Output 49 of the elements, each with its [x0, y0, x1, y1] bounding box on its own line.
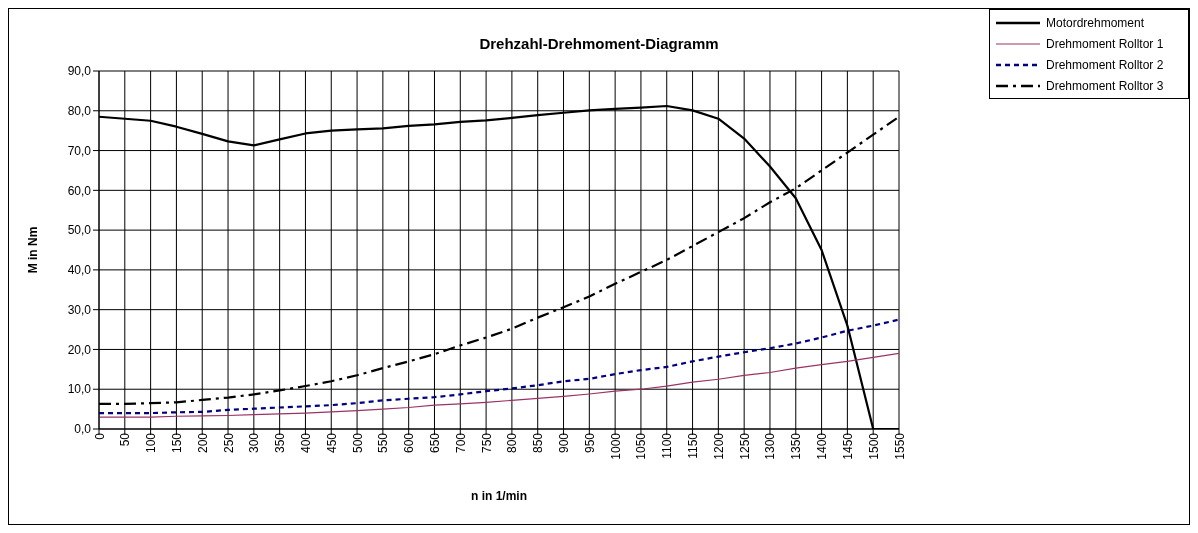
x-tick-label: 1150 [686, 432, 701, 459]
x-tick-label: 0 [92, 432, 107, 440]
x-tick-label: 1500 [866, 432, 881, 460]
y-tick-label: 70,0 [67, 143, 92, 158]
x-tick-label: 1400 [815, 432, 830, 460]
x-tick-label: 1350 [789, 432, 804, 460]
x-tick-label: 200 [195, 432, 210, 454]
x-axis-title: n in 1/min [470, 489, 528, 503]
chart-title: Drehzahl-Drehmoment-Diagramm [479, 35, 719, 52]
legend-label: Drehmoment Rolltor 1 [1046, 36, 1164, 51]
x-tick-label: 850 [531, 432, 546, 454]
x-tick-label: 550 [376, 432, 391, 454]
x-tick-label: 1250 [737, 432, 752, 460]
y-tick-label: 20,0 [67, 342, 92, 357]
x-tick-label: 350 [273, 432, 288, 454]
y-tick-label: 60,0 [67, 183, 92, 198]
x-tick-label: 1100 [660, 432, 675, 459]
x-tick-label: 900 [557, 432, 572, 454]
y-tick-label: 50,0 [67, 223, 92, 238]
y-tick-label: 40,0 [67, 263, 92, 278]
y-tick-label: 80,0 [67, 104, 92, 119]
x-tick-label: 300 [247, 432, 262, 454]
x-tick-label: 800 [505, 432, 520, 454]
x-tick-label: 1450 [840, 432, 855, 460]
x-tick-label: 400 [298, 432, 313, 454]
x-tick-label: 100 [144, 432, 159, 454]
x-tick-label: 50 [118, 432, 133, 447]
x-tick-label: 1300 [763, 432, 778, 460]
x-tick-label: 1050 [634, 432, 649, 460]
legend-label: Motordrehmoment [1046, 15, 1145, 30]
x-tick-label: 950 [582, 432, 597, 454]
x-tick-label: 450 [324, 432, 339, 454]
legend-label: Drehmoment Rolltor 3 [1046, 78, 1164, 93]
legend-label: Drehmoment Rolltor 2 [1046, 57, 1164, 72]
x-tick-label: 650 [428, 432, 442, 454]
x-tick-label: 500 [350, 432, 365, 454]
x-tick-label: 1000 [608, 432, 623, 460]
x-tick-label: 750 [479, 432, 494, 454]
y-tick-label: 30,0 [67, 302, 92, 317]
y-tick-label: 0,0 [74, 422, 92, 437]
y-tick-label: 90,0 [67, 64, 92, 79]
x-tick-label: 1200 [711, 432, 726, 460]
x-tick-label: 600 [402, 432, 417, 454]
y-tick-label: 10,0 [67, 382, 92, 397]
y-axis-title: M in Nm [26, 226, 41, 274]
x-tick-label: 1550 [892, 432, 907, 460]
x-tick-label: 250 [221, 432, 236, 454]
x-tick-label: 700 [453, 432, 468, 454]
x-tick-label: 150 [169, 432, 184, 454]
